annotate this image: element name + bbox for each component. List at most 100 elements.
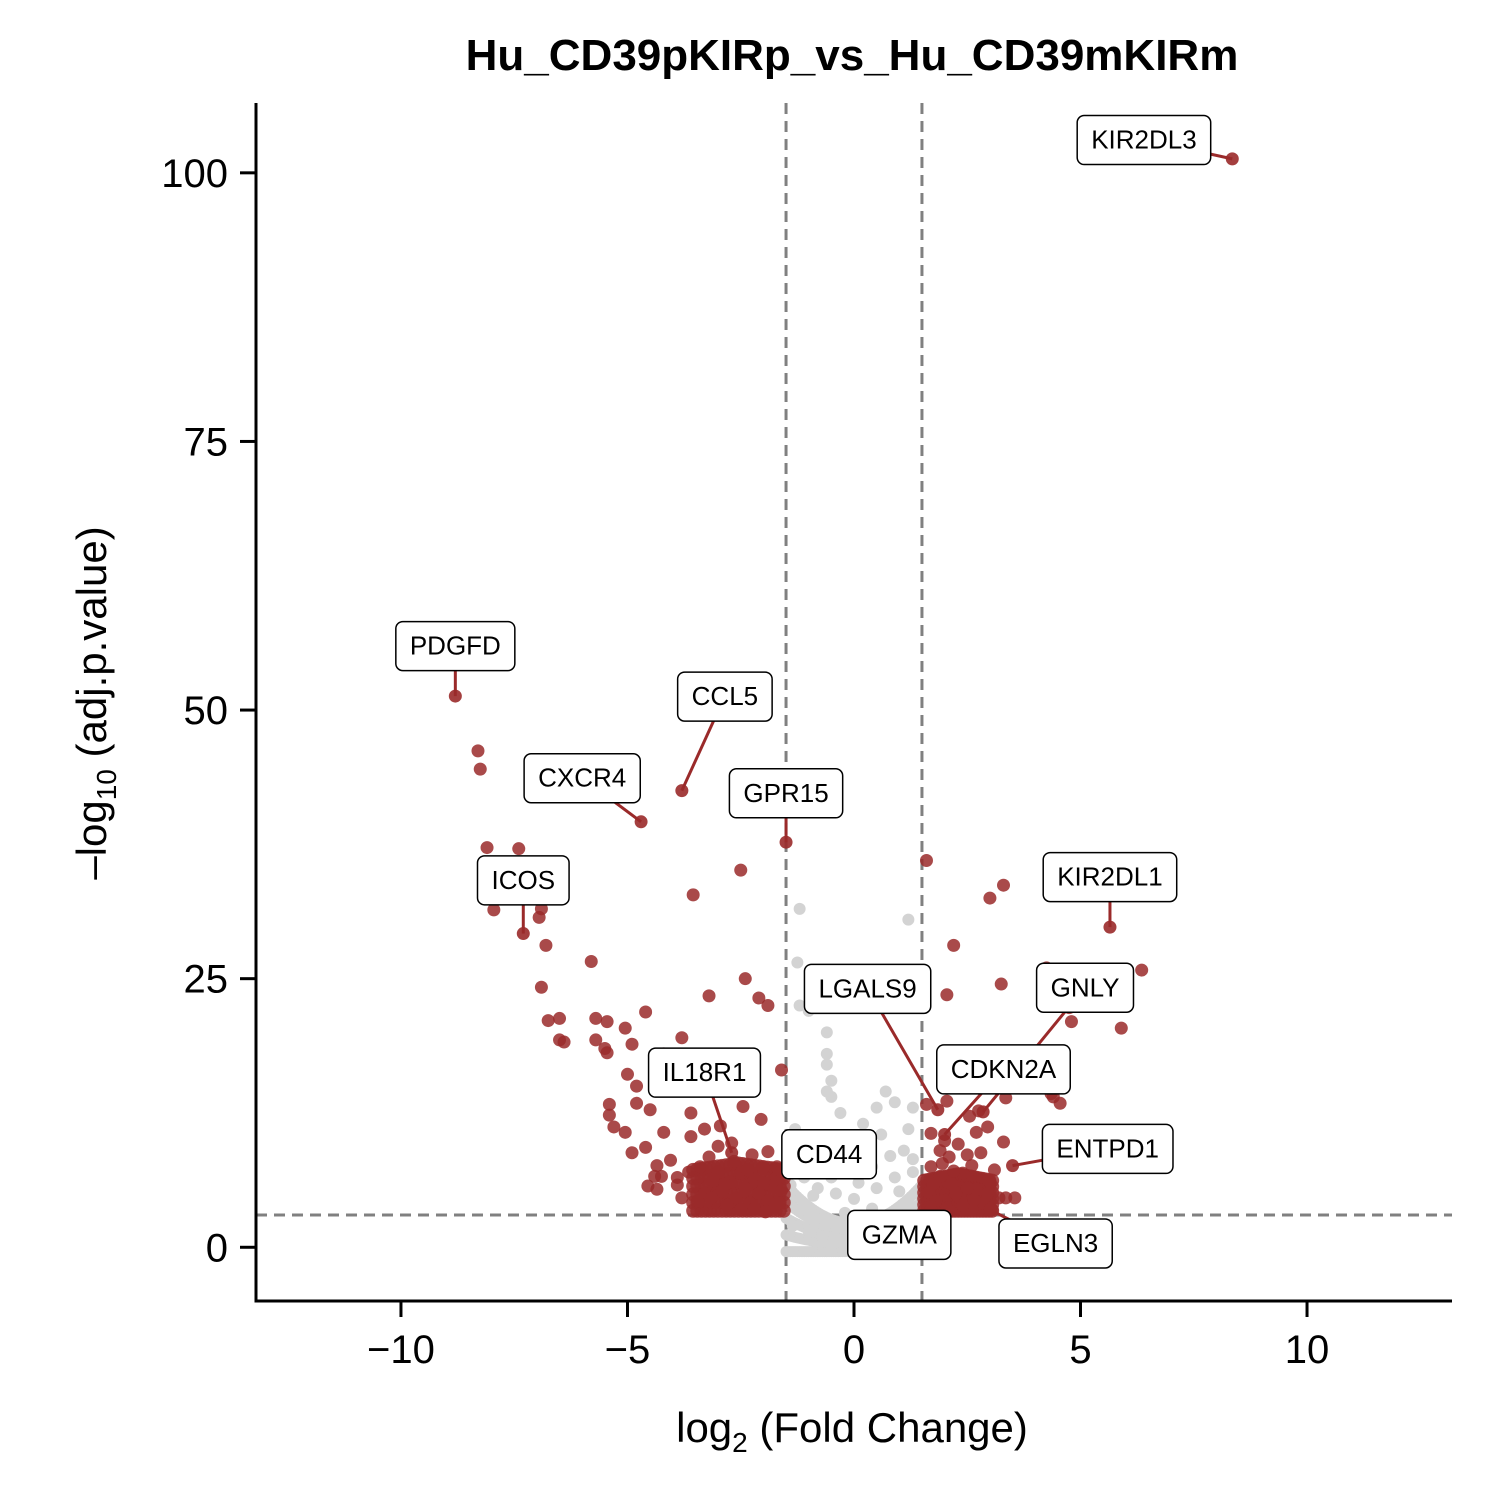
data-point-ns <box>786 1219 799 1232</box>
data-point-sig <box>924 1160 938 1174</box>
data-point-ns <box>820 1047 833 1060</box>
data-point-ns <box>829 1232 842 1245</box>
data-point-sig <box>541 1014 555 1028</box>
data-point-ns <box>902 1123 915 1136</box>
data-point-sig <box>650 1159 664 1173</box>
x-axis-title-base: log <box>676 1404 732 1451</box>
gene-label-text: KIR2DL3 <box>1091 125 1197 155</box>
gene-label-text: CDKN2A <box>951 1054 1057 1084</box>
y-tick-label: 0 <box>206 1226 228 1270</box>
data-point-sig <box>994 977 1008 991</box>
data-point-sig <box>675 1031 689 1045</box>
gene-label-IL18R1: IL18R1 <box>647 1047 762 1098</box>
data-point-sig <box>643 1103 657 1117</box>
gene-label-text: GPR15 <box>743 778 828 808</box>
data-point-sig <box>618 1021 632 1035</box>
data-point-sig <box>997 878 1010 892</box>
gene-label-box <box>523 752 642 804</box>
gene-label-box <box>998 1218 1113 1269</box>
gene-label-text: ICOS <box>491 865 555 895</box>
data-point-sig <box>738 1181 752 1195</box>
data-point-sig <box>926 1177 940 1191</box>
gene-labels: KIR2DL3 PDGFD CCL5 CXCR4 GPR15 ICOS KIR2DL1 LGA… <box>395 114 1239 1269</box>
data-point-ns <box>875 1128 888 1141</box>
data-point-sig <box>480 841 494 855</box>
data-point-sig <box>956 1198 970 1212</box>
data-point-ns <box>893 1185 906 1198</box>
data-point-sig <box>625 1146 639 1160</box>
gene-label-text: CCL5 <box>692 681 758 711</box>
data-point-sig <box>602 1097 616 1111</box>
x-axis-title-sub: 2 <box>732 1427 748 1458</box>
data-point-ns <box>791 956 804 969</box>
gene-label-text: PDGFD <box>410 631 501 661</box>
data-point-sig <box>630 1096 644 1110</box>
x-tick-label: −10 <box>367 1328 435 1372</box>
data-point-sig <box>944 1177 958 1191</box>
gene-label-KIR2DL3: KIR2DL3 <box>1076 114 1212 166</box>
gene-label-text: CXCR4 <box>538 763 626 793</box>
data-point-ns <box>807 1209 820 1222</box>
data-point-sig <box>557 1035 571 1049</box>
gene-label-text: ENTPD1 <box>1056 1133 1159 1163</box>
gene-label-PDGFD: PDGFD <box>395 620 516 672</box>
data-point-sig <box>620 1067 634 1081</box>
gene-label-CXCR4: CXCR4 <box>523 752 642 804</box>
gene-label-box <box>476 855 570 906</box>
gene-label-text: IL18R1 <box>663 1057 747 1087</box>
data-point-sig <box>693 1160 707 1174</box>
y-tick-label: 100 <box>161 152 228 196</box>
data-point-sig <box>686 888 700 902</box>
data-point-ns <box>820 1058 833 1071</box>
data-point-sig <box>919 1097 933 1111</box>
data-point-sig <box>600 1015 614 1029</box>
data-point-sig <box>933 1144 947 1158</box>
data-point-ns <box>888 1096 901 1109</box>
data-point-sig <box>981 1187 995 1201</box>
y-tick-label: 50 <box>184 689 229 733</box>
y-axis-title-base: –log <box>68 800 115 879</box>
data-point-sig <box>947 1164 961 1178</box>
data-point-sig <box>1053 1096 1067 1110</box>
data-point-ns <box>857 1117 870 1130</box>
data-point-sig <box>761 999 775 1013</box>
data-point-sig <box>584 954 598 968</box>
chart-title: Hu_CD39pKIRp_vs_Hu_CD39mKIRm <box>466 31 1239 80</box>
data-point-sig <box>747 1202 761 1216</box>
data-point-ns <box>807 1189 820 1202</box>
x-tick-label: −5 <box>605 1328 651 1372</box>
data-point-sig <box>949 1187 963 1201</box>
data-point-sig <box>736 1100 750 1114</box>
data-point-sig <box>983 891 997 905</box>
data-point-sig <box>684 1106 698 1120</box>
gene-label-CCL5: CCL5 <box>676 671 773 722</box>
data-point-sig <box>471 744 485 758</box>
gene-label-EGLN3: EGLN3 <box>998 1218 1113 1269</box>
data-point-ns <box>820 1026 833 1039</box>
data-point-sig <box>960 1148 974 1162</box>
data-point-ns <box>848 1192 860 1205</box>
gene-label-text: CD44 <box>796 1139 862 1169</box>
gene-label-text: LGALS9 <box>818 973 916 1003</box>
gene-label-ENTPD1: ENTPD1 <box>1041 1123 1174 1175</box>
data-point-sig <box>997 1135 1010 1149</box>
data-point-sig <box>473 762 487 776</box>
data-point-sig <box>589 1033 603 1047</box>
data-point-sig <box>729 1192 743 1206</box>
data-point-sig <box>657 1125 671 1139</box>
data-point-sig <box>682 1165 696 1179</box>
data-point-ns <box>825 1074 838 1087</box>
data-point-sig <box>969 1125 983 1139</box>
data-point-ns <box>793 902 806 915</box>
data-point-ns <box>834 1106 847 1119</box>
data-point-sig <box>999 1191 1013 1205</box>
x-axis-title-rest: (Fold Change) <box>748 1404 1028 1451</box>
y-axis-title: –log10 (adj.p.value) <box>68 526 122 879</box>
gene-label-GZMA: GZMA <box>846 1209 952 1261</box>
significant-points <box>471 744 1149 1219</box>
gene-label-ICOS: ICOS <box>476 855 570 906</box>
gene-label-LGALS9: LGALS9 <box>803 963 932 1015</box>
y-axis-title-sub: 10 <box>91 769 122 800</box>
data-point-sig <box>734 1203 748 1217</box>
